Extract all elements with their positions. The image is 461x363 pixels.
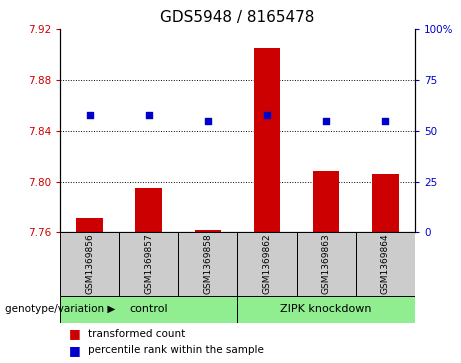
Bar xyxy=(372,174,399,232)
Point xyxy=(204,118,212,123)
Text: GSM1369862: GSM1369862 xyxy=(262,234,272,294)
Bar xyxy=(76,218,103,232)
Text: transformed count: transformed count xyxy=(88,329,185,339)
Bar xyxy=(237,232,296,296)
Bar xyxy=(119,232,178,296)
Text: GSM1369858: GSM1369858 xyxy=(203,234,213,294)
Text: genotype/variation ▶: genotype/variation ▶ xyxy=(5,305,115,314)
Bar xyxy=(356,232,415,296)
Text: ■: ■ xyxy=(69,344,81,357)
Point xyxy=(263,113,271,118)
Bar xyxy=(60,232,119,296)
Text: ZIPK knockdown: ZIPK knockdown xyxy=(280,305,372,314)
Bar xyxy=(313,171,339,232)
Point xyxy=(382,118,389,123)
Text: ■: ■ xyxy=(69,327,81,340)
Text: GSM1369863: GSM1369863 xyxy=(322,234,331,294)
Text: GSM1369856: GSM1369856 xyxy=(85,234,94,294)
Point xyxy=(322,118,330,123)
Bar xyxy=(296,232,356,296)
Text: control: control xyxy=(130,305,168,314)
Text: GSM1369864: GSM1369864 xyxy=(381,234,390,294)
Bar xyxy=(178,232,237,296)
Point xyxy=(86,113,93,118)
Bar xyxy=(254,48,280,232)
Bar xyxy=(195,230,221,232)
Bar xyxy=(136,188,162,232)
Bar xyxy=(237,296,415,323)
Point xyxy=(145,113,152,118)
Text: percentile rank within the sample: percentile rank within the sample xyxy=(88,345,264,355)
Title: GDS5948 / 8165478: GDS5948 / 8165478 xyxy=(160,10,314,25)
Text: GSM1369857: GSM1369857 xyxy=(144,234,153,294)
Bar xyxy=(60,296,237,323)
